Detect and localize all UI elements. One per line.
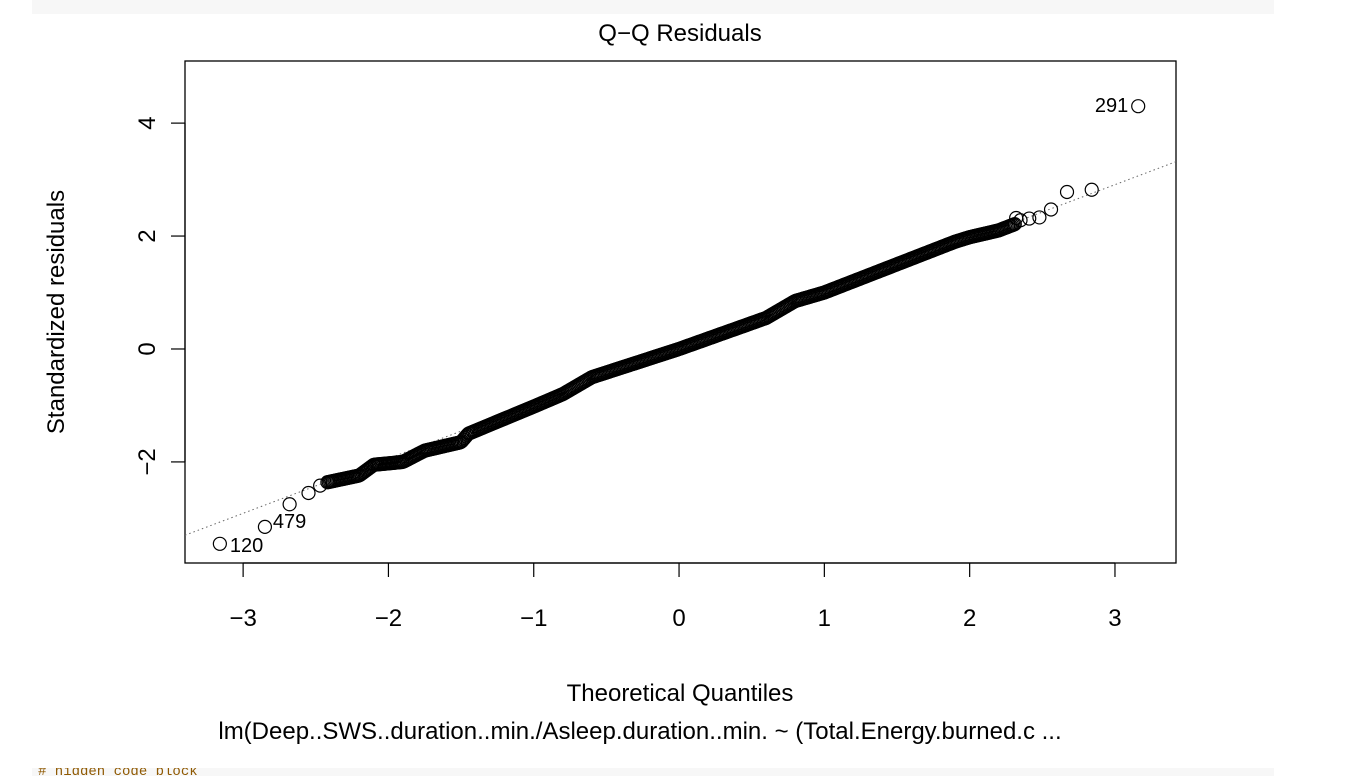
- outlier-label: 120: [230, 535, 263, 557]
- outlier-point: [1131, 99, 1146, 114]
- data-point: [313, 478, 328, 493]
- x-axis: −3 −2 −1 0 1 2 3: [229, 562, 1122, 632]
- x-tick-label: 0: [672, 605, 685, 632]
- outlier-point: [257, 519, 273, 534]
- data-points-group: [212, 99, 1146, 551]
- model-formula-subtitle: lm(Deep..SWS..duration..min./Asleep.dura…: [218, 718, 1061, 745]
- chart-title: Q−Q Residuals: [598, 20, 761, 47]
- x-axis-label: Theoretical Quantiles: [567, 680, 794, 707]
- x-tick-label: 3: [1108, 605, 1121, 632]
- data-point: [1022, 211, 1037, 226]
- outlier-labels-group: 291 479 120: [230, 95, 1128, 557]
- code-chunk-bottom-background: # hidden code block: [32, 768, 1274, 776]
- data-point: [1013, 213, 1028, 228]
- outlier-label: 291: [1095, 95, 1128, 117]
- data-point: [1084, 182, 1099, 197]
- y-tick-label: 4: [134, 116, 161, 129]
- outlier-label: 479: [273, 511, 306, 533]
- outlier-point: [212, 536, 227, 551]
- x-tick-label: −3: [229, 605, 256, 632]
- x-tick-label: 1: [818, 605, 831, 632]
- data-point: [301, 485, 316, 501]
- code-chunk-top-background: [32, 0, 1274, 14]
- code-line: # hidden code block: [38, 768, 198, 776]
- data-point: [1059, 184, 1075, 200]
- data-point: [1043, 202, 1059, 217]
- y-axis: −2 0 2 4: [134, 116, 186, 476]
- y-tick-label: 2: [134, 229, 161, 242]
- x-tick-label: 2: [963, 605, 976, 632]
- data-point: [282, 497, 297, 512]
- x-tick-label: −1: [520, 605, 547, 632]
- x-tick-label: −2: [375, 605, 402, 632]
- y-tick-label: −2: [134, 448, 161, 475]
- data-point: [1032, 210, 1047, 225]
- y-tick-label: 0: [134, 342, 161, 355]
- y-axis-label: Standardized residuals: [43, 190, 70, 434]
